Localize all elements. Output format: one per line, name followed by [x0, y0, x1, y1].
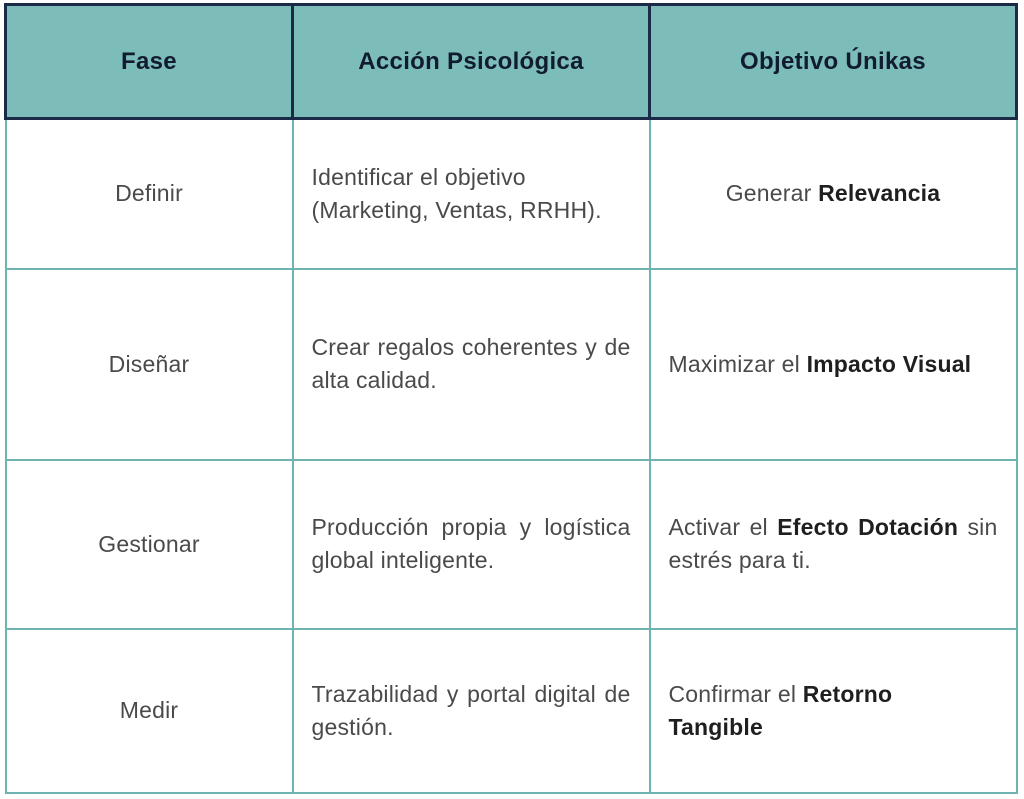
cell-accion-disenar: Crear regalos coherentes y de alta calid… [291, 267, 651, 461]
cell-fase-disenar: Diseñar [4, 267, 294, 461]
objetivo-text-bold: Retorno Tangible [668, 680, 893, 740]
header-cell-fase: Fase [4, 3, 294, 120]
table-row-medir: Medir Trazabilidad y portal digital de g… [4, 627, 1018, 794]
header-cell-objetivo-unikas: Objetivo Únikas [648, 3, 1018, 120]
cell-objetivo-gestionar: Activar el Efecto Dotación sin estrés pa… [648, 458, 1018, 630]
table-header-row: Fase Acción Psicológica Objetivo Únikas [4, 3, 1018, 120]
cell-accion-definir: Identificar el objetivo (Marketing, Vent… [291, 117, 651, 270]
cell-fase-medir: Medir [4, 627, 294, 794]
header-cell-accion-psicologica: Acción Psicológica [291, 3, 651, 120]
objetivo-text: Generar [725, 180, 819, 207]
cell-objetivo-disenar: Maximizar el Impacto Visual [648, 267, 1018, 461]
objetivo-text-bold: Relevancia [818, 180, 941, 207]
cell-accion-medir: Trazabilidad y portal digital de gestión… [291, 627, 651, 794]
table-row-gestionar: Gestionar Producción propia y logística … [4, 458, 1018, 630]
objetivo-text: Activar el [668, 514, 778, 541]
cell-objetivo-medir: Confirmar el Retorno Tangible [648, 627, 1018, 794]
objetivo-text-bold: Impacto Visual [806, 350, 972, 377]
objetivo-text: sin estrés para ti. [668, 514, 998, 573]
cell-accion-gestionar: Producción propia y logística global int… [291, 458, 651, 630]
table-row-disenar: Diseñar Crear regalos coherentes y de al… [4, 267, 1018, 461]
process-table: Fase Acción Psicológica Objetivo Únikas … [4, 3, 1018, 794]
cell-objetivo-definir: Generar Relevancia [648, 117, 1018, 270]
objetivo-text-bold: Efecto Dotación [777, 514, 959, 541]
cell-fase-definir: Definir [4, 117, 294, 270]
objetivo-text: Maximizar el [668, 350, 807, 377]
cell-fase-gestionar: Gestionar [4, 458, 294, 630]
table-row-definir: Definir Identificar el objetivo (Marketi… [4, 117, 1018, 270]
objetivo-text: Confirmar el [668, 680, 803, 707]
